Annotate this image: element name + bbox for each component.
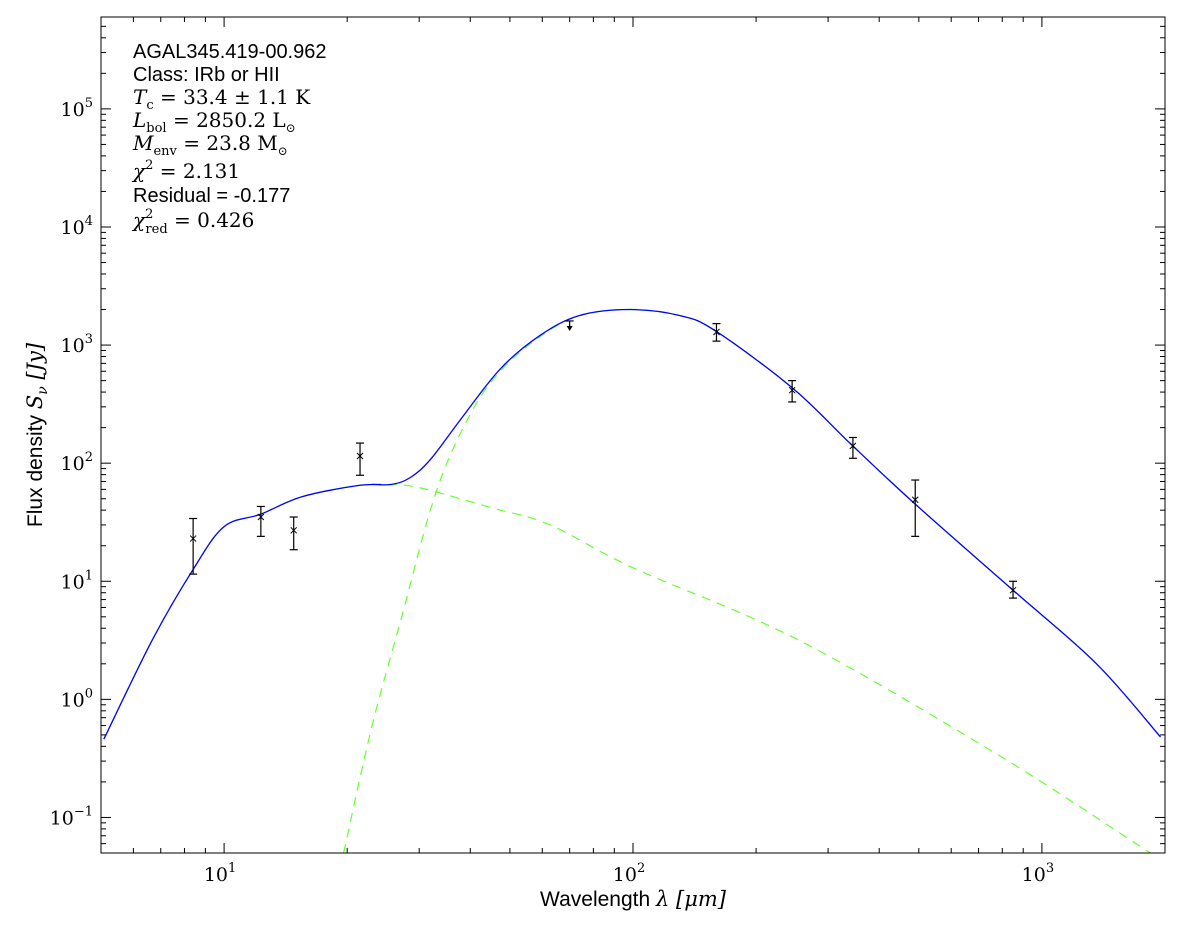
tick-base: 10 xyxy=(204,864,228,886)
annotation-symbol: L xyxy=(132,108,146,132)
point-marker xyxy=(1009,586,1017,594)
x-axis-label-text: Wavelength xyxy=(540,888,650,911)
annotation-value: = 2.131 xyxy=(153,159,240,183)
ticks-layer xyxy=(100,16,1166,854)
tick-exponent: 5 xyxy=(85,96,93,111)
annotation-sub: c xyxy=(146,98,153,113)
tick-exponent: 2 xyxy=(637,861,645,876)
annotation-value: = 33.4 ± 1.1 K xyxy=(154,85,312,109)
annotation-line: Tc = 33.4 ± 1.1 K xyxy=(133,85,311,113)
point-marker xyxy=(849,442,857,450)
data-point xyxy=(911,479,920,537)
x-tick-label: 103 xyxy=(1022,861,1054,886)
annotation-symbol: χ xyxy=(131,159,147,183)
y-tick-label: 100 xyxy=(61,686,93,711)
annotation-line: χ2 red = 0.426 xyxy=(131,207,254,237)
y-tick-label: 104 xyxy=(61,214,93,239)
annotation-sub: red xyxy=(145,222,167,237)
tick-exponent: 2 xyxy=(85,450,93,465)
point-marker xyxy=(713,328,720,336)
tick-base: 10 xyxy=(61,335,85,357)
annotation-line: Residual = -0.177 xyxy=(133,185,290,207)
annotation-sun-symbol: ⊙ xyxy=(278,144,288,158)
point-marker xyxy=(189,535,197,542)
data-points-layer xyxy=(189,320,1018,599)
annotation-sup: 2 xyxy=(145,158,153,173)
y-tick-label: 10−1 xyxy=(50,804,93,829)
point-marker xyxy=(257,513,265,521)
point-marker xyxy=(356,452,364,460)
point-marker xyxy=(788,386,796,394)
annotation-sun-symbol: ⊙ xyxy=(286,121,296,135)
series-total xyxy=(103,308,1161,740)
tick-base: 10 xyxy=(61,453,85,475)
point-marker xyxy=(911,496,919,504)
tick-base: 10 xyxy=(61,99,85,121)
tick-base: 10 xyxy=(1022,864,1046,886)
annotation-sup: 2 xyxy=(145,207,153,222)
annotation-value: = 2850.2 L xyxy=(167,108,286,132)
data-point xyxy=(289,516,298,551)
y-axis-label-text: Flux density xyxy=(24,415,47,528)
plot-background xyxy=(101,17,1165,853)
annotation-line: Lbol = 2850.2 L⊙ xyxy=(132,108,296,136)
data-point xyxy=(189,517,198,575)
tick-exponent: 3 xyxy=(85,332,93,347)
annotation-sub: env xyxy=(153,144,177,159)
annotation-value: = 23.8 M xyxy=(177,131,278,155)
annotation-symbol: T xyxy=(133,85,148,109)
annotation-line: AGAL345.419-00.962 xyxy=(133,41,327,63)
curves-layer xyxy=(103,308,1161,853)
tick-exponent: 0 xyxy=(85,686,93,701)
tick-exponent: 1 xyxy=(228,861,236,876)
tick-base: 10 xyxy=(61,217,85,239)
data-point xyxy=(712,323,721,342)
y-tick-label: 105 xyxy=(61,96,93,121)
data-point xyxy=(788,380,797,403)
tick-exponent: −1 xyxy=(74,804,93,819)
data-point xyxy=(256,505,265,537)
y-tick-label: 101 xyxy=(61,568,93,593)
tick-exponent: 4 xyxy=(85,214,93,229)
tick-base: 10 xyxy=(50,807,74,829)
data-point xyxy=(356,442,365,476)
tick-base: 10 xyxy=(61,689,85,711)
data-point xyxy=(1009,580,1018,599)
annotation-line: Menv = 23.8 M⊙ xyxy=(132,131,288,159)
x-axis-label-math: λ [μm] xyxy=(655,887,727,911)
upper-limit-arrow-head xyxy=(566,325,573,331)
y-tick-label: 102 xyxy=(61,450,93,475)
annotation-symbol: χ xyxy=(131,208,147,232)
y-axis-label: Flux density Sν [Jy] xyxy=(23,342,51,527)
annotation-symbol: M xyxy=(132,131,154,155)
point-marker xyxy=(290,526,298,534)
y-axis-label-math: S xyxy=(23,395,47,409)
annotation-sub: bol xyxy=(146,121,166,136)
x-tick-label: 102 xyxy=(613,861,645,886)
tick-exponent: 3 xyxy=(1046,861,1054,876)
data-point xyxy=(848,436,857,459)
y-axis-label-sub: ν xyxy=(35,386,51,395)
x-axis-label: Wavelength λ [μm] xyxy=(540,887,727,911)
plot-frame xyxy=(100,16,1166,854)
y-axis-label-unit: [Jy] xyxy=(23,342,47,386)
tick-base: 10 xyxy=(61,571,85,593)
data-point xyxy=(565,320,574,331)
tick-base: 10 xyxy=(613,864,637,886)
x-tick-label: 101 xyxy=(204,861,236,886)
annotation-value: = 0.426 xyxy=(168,208,255,232)
annotation-line: Class: IRb or HII xyxy=(133,64,280,86)
tick-exponent: 1 xyxy=(85,568,93,583)
y-tick-label: 103 xyxy=(61,332,93,357)
annotation-line: χ2 = 2.131 xyxy=(131,158,240,183)
